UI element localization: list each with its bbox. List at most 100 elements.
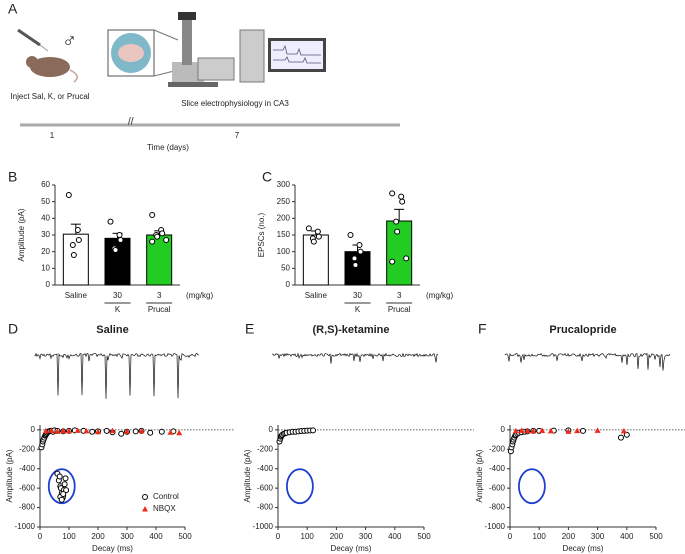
timeline-tick: 1: [50, 131, 55, 140]
data-point: [118, 430, 125, 437]
data-point: [74, 427, 81, 433]
data-point: [147, 429, 154, 436]
y-tick-label: 150: [277, 230, 291, 239]
x-tick-label: 300: [120, 532, 134, 541]
data-point: [56, 473, 63, 480]
x-tick-label: Saline: [65, 291, 88, 300]
x-tick-label: 400: [149, 532, 163, 541]
data-point: [352, 262, 359, 268]
y-tick-label: -800: [489, 503, 506, 512]
y-tick-label: 60: [41, 180, 50, 189]
x-tick-label: 100: [301, 532, 315, 541]
data-point: [398, 193, 405, 200]
x-tick-label: 3: [397, 291, 402, 300]
timeline-tick: 7: [235, 131, 240, 140]
timeline-xlabel: Time (days): [147, 143, 189, 152]
data-point: [389, 258, 396, 265]
data-point: [63, 487, 70, 494]
data-point: [159, 230, 166, 237]
data-point: [351, 255, 358, 262]
y-tick-label: 100: [277, 247, 291, 256]
data-point: [116, 232, 123, 238]
x-tick-label: 300: [359, 532, 373, 541]
annotation-ellipse: [518, 468, 546, 505]
y-tick-label: -200: [489, 444, 506, 453]
recording-label: Slice electrophysiology in CA3: [181, 99, 289, 108]
x-tick-label: 200: [330, 532, 344, 541]
data-point: [69, 242, 76, 248]
drug-label: Prucal: [388, 305, 411, 314]
data-point: [61, 481, 68, 488]
data-point: [60, 427, 67, 434]
y-tick-label: 200: [277, 213, 291, 222]
y-tick-label: -600: [19, 483, 36, 492]
data-point: [620, 427, 627, 434]
y-tick-label: -200: [19, 444, 36, 453]
y-tick-label: 300: [277, 180, 291, 189]
data-point: [399, 198, 406, 205]
y-tick-label: 0: [286, 280, 291, 289]
y-tick-label: 10: [41, 263, 50, 272]
y-tick-label: 20: [41, 247, 50, 256]
annotation-ellipse: [47, 468, 76, 505]
data-point: [623, 431, 630, 438]
data-point: [117, 237, 124, 243]
data-point: [158, 428, 165, 435]
data-point: [617, 434, 624, 441]
bar: [344, 251, 371, 286]
panel-label: A: [8, 1, 18, 17]
annotation-ellipse: [285, 468, 314, 505]
x-tick-label: Saline: [305, 291, 328, 300]
y-tick-label: 50: [281, 263, 290, 272]
data-point: [594, 427, 601, 433]
x-tick-label: 30: [353, 291, 362, 300]
data-point: [138, 427, 145, 434]
x-tick-label: 500: [417, 532, 431, 541]
y-tick-label: -600: [257, 483, 274, 492]
y-tick-label: -800: [257, 503, 274, 512]
data-point: [314, 228, 321, 235]
y-tick-label: -400: [19, 464, 36, 473]
data-point: [580, 427, 586, 434]
x-tick-label: 300: [591, 532, 605, 541]
y-axis-label: Amplitude (pA): [475, 449, 484, 502]
drug-label: K: [115, 305, 121, 314]
data-point: [149, 238, 156, 245]
y-axis-label: EPSCs (no.): [257, 212, 266, 257]
y-tick-label: 0: [501, 425, 506, 434]
x-axis-label: Decay (ms): [92, 544, 133, 553]
data-point: [95, 428, 101, 435]
y-tick-label: -400: [489, 464, 506, 473]
panel-label: F: [478, 321, 487, 337]
illustration: ♂ //: [17, 12, 400, 128]
y-axis-label: Amplitude (pA): [17, 208, 26, 261]
x-axis-label: Decay (ms): [563, 544, 604, 553]
data-point: [315, 233, 322, 240]
data-point: [112, 247, 119, 253]
x-tick-label: 30: [113, 291, 122, 300]
y-tick-label: -800: [19, 503, 36, 512]
legend-marker: [142, 506, 148, 512]
x-tick-label: 200: [562, 532, 576, 541]
data-point: [109, 427, 116, 434]
data-point: [176, 429, 183, 436]
data-point: [512, 427, 519, 434]
y-axis-label: Amplitude (pA): [243, 449, 252, 502]
data-point: [54, 428, 61, 434]
x-tick-label: 0: [38, 532, 43, 541]
y-tick-label: 40: [41, 213, 50, 222]
x-tick-label: 100: [533, 532, 547, 541]
y-tick-label: -400: [257, 464, 274, 473]
data-point: [89, 428, 96, 435]
panel-label: C: [262, 169, 272, 185]
data-point: [107, 218, 114, 225]
data-point: [42, 427, 49, 434]
legend-label: NBQX: [153, 504, 176, 513]
trace: [34, 352, 200, 399]
data-point: [357, 248, 364, 255]
data-point: [48, 427, 55, 433]
panel-label: D: [8, 321, 18, 337]
data-point: [524, 427, 531, 434]
data-point: [149, 212, 156, 218]
